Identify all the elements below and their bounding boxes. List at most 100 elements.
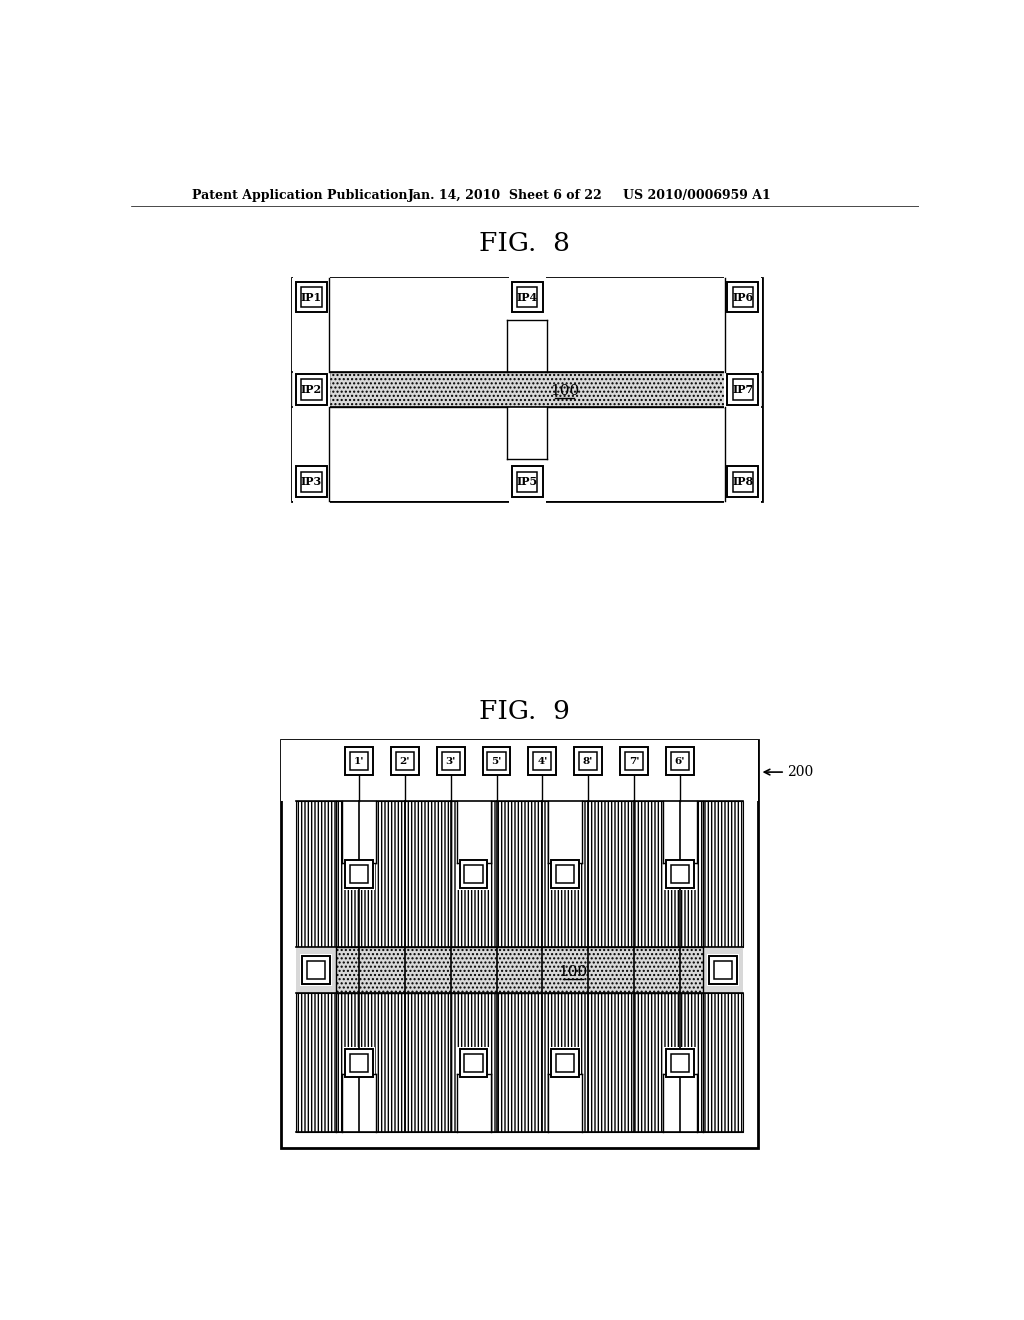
Bar bbox=[300, 954, 333, 986]
Text: 5': 5' bbox=[492, 756, 502, 766]
Text: IP4: IP4 bbox=[516, 292, 538, 302]
Bar bbox=[301, 471, 322, 492]
Bar bbox=[281, 739, 758, 1148]
Bar bbox=[549, 1047, 582, 1078]
Bar bbox=[732, 471, 753, 492]
Bar bbox=[517, 471, 538, 492]
Bar bbox=[551, 1049, 580, 1077]
Text: IP8: IP8 bbox=[732, 477, 754, 487]
Text: 200: 200 bbox=[787, 766, 814, 779]
Bar bbox=[345, 861, 373, 888]
Text: IP6: IP6 bbox=[732, 292, 754, 302]
Bar bbox=[296, 466, 327, 498]
Bar bbox=[507, 408, 547, 459]
Bar bbox=[350, 752, 369, 771]
Bar bbox=[457, 1074, 490, 1133]
Text: 8': 8' bbox=[583, 756, 593, 766]
Bar bbox=[509, 276, 546, 314]
Bar bbox=[517, 286, 538, 308]
Bar bbox=[293, 465, 330, 503]
Bar bbox=[292, 277, 762, 371]
Bar bbox=[671, 752, 689, 771]
Text: IP3: IP3 bbox=[301, 477, 323, 487]
Bar bbox=[528, 747, 556, 775]
Bar bbox=[548, 801, 583, 862]
Bar bbox=[727, 374, 758, 405]
Bar bbox=[293, 276, 330, 314]
Text: US 2010/0006959 A1: US 2010/0006959 A1 bbox=[624, 189, 771, 202]
Bar bbox=[551, 861, 580, 888]
Bar bbox=[732, 286, 753, 308]
Bar bbox=[293, 371, 330, 408]
Bar bbox=[342, 801, 376, 862]
Bar bbox=[437, 747, 465, 775]
Bar bbox=[556, 865, 574, 883]
Bar bbox=[727, 466, 758, 498]
Text: IP5: IP5 bbox=[516, 477, 538, 487]
Bar bbox=[343, 1047, 375, 1078]
Bar bbox=[709, 957, 736, 985]
Bar bbox=[664, 1047, 696, 1078]
Text: IP1: IP1 bbox=[301, 292, 323, 302]
Bar bbox=[727, 281, 758, 313]
Text: 100: 100 bbox=[558, 965, 588, 978]
Bar bbox=[465, 1053, 482, 1072]
Bar bbox=[395, 752, 414, 771]
Bar bbox=[534, 752, 552, 771]
Bar bbox=[512, 281, 543, 313]
Bar bbox=[307, 961, 326, 979]
Text: 4': 4' bbox=[538, 756, 548, 766]
Text: 1': 1' bbox=[354, 756, 365, 766]
Bar bbox=[336, 946, 702, 994]
Bar bbox=[296, 946, 336, 994]
Bar bbox=[671, 865, 689, 883]
Text: IP2: IP2 bbox=[301, 384, 323, 395]
Text: 2': 2' bbox=[399, 756, 411, 766]
Text: FIG.  9: FIG. 9 bbox=[479, 698, 570, 723]
Bar bbox=[512, 466, 543, 498]
Bar bbox=[509, 465, 546, 503]
Bar bbox=[714, 961, 732, 979]
Bar bbox=[460, 861, 487, 888]
Text: Jan. 14, 2010  Sheet 6 of 22: Jan. 14, 2010 Sheet 6 of 22 bbox=[408, 189, 602, 202]
Text: 6': 6' bbox=[675, 756, 685, 766]
Bar bbox=[465, 865, 482, 883]
Bar bbox=[625, 752, 643, 771]
Bar bbox=[302, 957, 330, 985]
Text: FIG.  8: FIG. 8 bbox=[479, 231, 570, 256]
Bar bbox=[458, 1047, 489, 1078]
Bar bbox=[296, 281, 327, 313]
Bar bbox=[292, 371, 330, 408]
Bar bbox=[664, 858, 696, 891]
Bar bbox=[457, 801, 490, 862]
Bar bbox=[666, 747, 693, 775]
Bar bbox=[296, 801, 742, 946]
Bar bbox=[296, 374, 327, 405]
Bar bbox=[666, 1049, 693, 1077]
Bar bbox=[579, 752, 597, 771]
Bar bbox=[724, 276, 761, 314]
Bar bbox=[296, 994, 742, 1133]
Bar bbox=[330, 371, 725, 408]
Bar bbox=[507, 277, 547, 329]
Bar bbox=[458, 858, 489, 891]
Text: 3': 3' bbox=[445, 756, 456, 766]
Bar bbox=[441, 752, 460, 771]
Bar bbox=[732, 379, 753, 400]
Bar bbox=[350, 1053, 369, 1072]
Text: Patent Application Publication: Patent Application Publication bbox=[193, 189, 408, 202]
Bar bbox=[574, 747, 602, 775]
Bar bbox=[281, 739, 758, 801]
Bar bbox=[707, 954, 739, 986]
Bar bbox=[482, 747, 510, 775]
Bar bbox=[724, 371, 761, 408]
Bar bbox=[487, 752, 506, 771]
Bar bbox=[460, 1049, 487, 1077]
Text: 100: 100 bbox=[550, 384, 580, 397]
Bar bbox=[301, 379, 322, 400]
Bar bbox=[556, 1053, 574, 1072]
Bar bbox=[725, 371, 762, 408]
Bar bbox=[345, 747, 373, 775]
Bar bbox=[292, 408, 762, 502]
Bar bbox=[549, 858, 582, 891]
